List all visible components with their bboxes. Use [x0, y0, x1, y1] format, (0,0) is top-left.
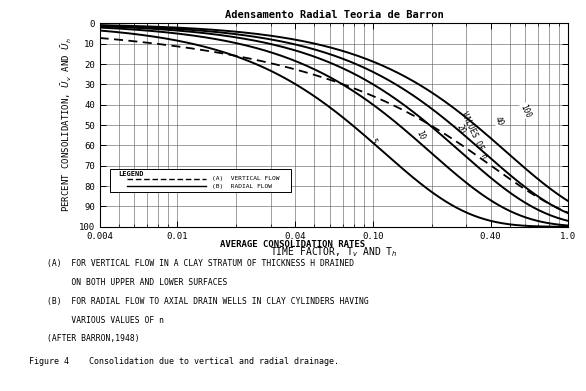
Text: (A)  FOR VERTICAL FLOW IN A CLAY STRATUM OF THICKNESS H DRAINED: (A) FOR VERTICAL FLOW IN A CLAY STRATUM … — [47, 259, 354, 268]
Text: (B)  FOR RADIAL FLOW TO AXIAL DRAIN WELLS IN CLAY CYLINDERS HAVING: (B) FOR RADIAL FLOW TO AXIAL DRAIN WELLS… — [47, 297, 369, 306]
Text: 20: 20 — [454, 123, 466, 135]
Text: ON BOTH UPPER AND LOWER SURFACES: ON BOTH UPPER AND LOWER SURFACES — [47, 278, 227, 287]
Text: VARIOUS VALUES OF n: VARIOUS VALUES OF n — [47, 316, 164, 325]
X-axis label: TIME FACTOR, T$_v$ AND T$_h$: TIME FACTOR, T$_v$ AND T$_h$ — [270, 245, 398, 258]
Text: Adensamento Radial Teoria de Barron: Adensamento Radial Teoria de Barron — [224, 10, 444, 20]
Text: 100: 100 — [518, 103, 532, 119]
Text: 40: 40 — [493, 115, 505, 127]
Text: 5: 5 — [368, 137, 378, 145]
Text: LEGEND: LEGEND — [118, 171, 144, 177]
Text: AVERAGE CONSOLIDATION RATES: AVERAGE CONSOLIDATION RATES — [220, 240, 366, 249]
Text: (A)  VERTICAL FLOW: (A) VERTICAL FLOW — [212, 176, 280, 181]
Text: Figure 4    Consolidation due to vertical and radial drainage.: Figure 4 Consolidation due to vertical a… — [29, 357, 339, 366]
Text: (B)  RADIAL FLOW: (B) RADIAL FLOW — [212, 184, 272, 188]
Y-axis label: PERCENT CONSOLIDATION, $\bar{U}_v$ AND $\bar{U}_h$: PERCENT CONSOLIDATION, $\bar{U}_v$ AND $… — [60, 38, 74, 212]
Bar — [110, 169, 291, 192]
Text: (AFTER BARRON,1948): (AFTER BARRON,1948) — [47, 334, 139, 343]
Text: 10: 10 — [414, 129, 427, 142]
Text: VALUES OF n: VALUES OF n — [459, 110, 489, 160]
